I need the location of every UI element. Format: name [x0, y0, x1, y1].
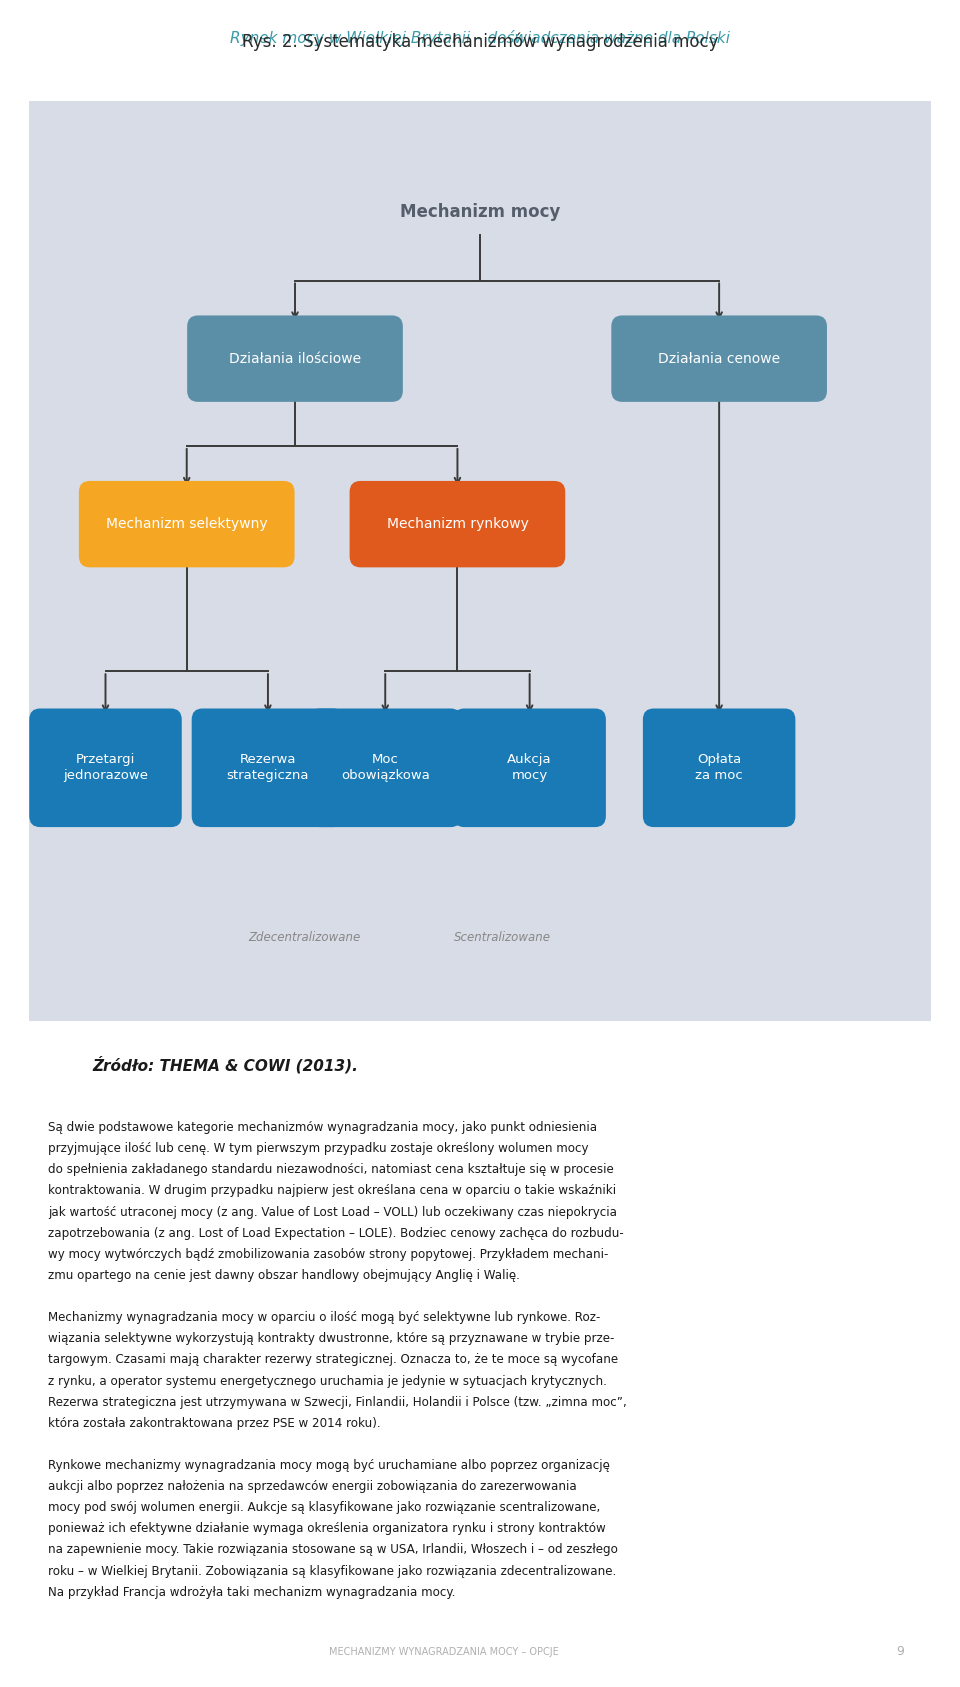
- Text: Rynkowe mechanizmy wynagradzania mocy mogą być uruchamiane albo poprzez organiza: Rynkowe mechanizmy wynagradzania mocy mo…: [48, 1459, 610, 1473]
- Text: na zapewnienie mocy. Takie rozwiązania stosowane są w USA, Irlandii, Włoszech i : na zapewnienie mocy. Takie rozwiązania s…: [48, 1544, 618, 1557]
- Text: Działania ilościowe: Działania ilościowe: [228, 351, 361, 366]
- FancyBboxPatch shape: [79, 481, 295, 567]
- Text: mocy pod swój wolumen energii. Aukcje są klasyfikowane jako rozwiązanie scentral: mocy pod swój wolumen energii. Aukcje są…: [48, 1501, 600, 1515]
- FancyBboxPatch shape: [349, 481, 565, 567]
- Text: która została zakontraktowana przez PSE w 2014 roku).: która została zakontraktowana przez PSE …: [48, 1417, 380, 1431]
- Text: zapotrzebowania (z ang. Lost of Load Expectation – LOLE). Bodziec cenowy zachęca: zapotrzebowania (z ang. Lost of Load Exp…: [48, 1226, 624, 1240]
- Text: do spełnienia zakładanego standardu niezawodności, natomiast cena kształtuje się: do spełnienia zakładanego standardu niez…: [48, 1164, 613, 1176]
- Text: Moc
obowiązkowa: Moc obowiązkowa: [341, 754, 430, 783]
- Text: Rynek mocy w Wielkiej Brytanii – doświadczenia ważne dla Polski: Rynek mocy w Wielkiej Brytanii – doświad…: [230, 30, 730, 46]
- Text: przyjmujące ilość lub cenę. W tym pierwszym przypadku zostaje określony wolumen : przyjmujące ilość lub cenę. W tym pierws…: [48, 1142, 588, 1156]
- Text: roku – w Wielkiej Brytanii. Zobowiązania są klasyfikowane jako rozwiązania zdece: roku – w Wielkiej Brytanii. Zobowiązania…: [48, 1564, 616, 1577]
- Text: Opłata
za moc: Opłata za moc: [695, 754, 743, 783]
- Text: z rynku, a operator systemu energetycznego uruchamia je jedynie w sytuacjach kry: z rynku, a operator systemu energetyczne…: [48, 1375, 607, 1387]
- FancyBboxPatch shape: [453, 709, 606, 827]
- Text: jak wartość utraconej mocy (z ang. Value of Lost Load – VOLL) lub oczekiwany cza: jak wartość utraconej mocy (z ang. Value…: [48, 1206, 617, 1218]
- Text: Mechanizmy wynagradzania mocy w oparciu o ilość mogą być selektywne lub rynkowe.: Mechanizmy wynagradzania mocy w oparciu …: [48, 1311, 600, 1324]
- Text: zmu opartego na cenie jest dawny obszar handlowy obejmujący Anglię i Walię.: zmu opartego na cenie jest dawny obszar …: [48, 1269, 520, 1282]
- Text: targowym. Czasami mają charakter rezerwy strategicznej. Oznacza to, że te moce s: targowym. Czasami mają charakter rezerwy…: [48, 1353, 618, 1366]
- Text: Na przykład Francja wdrożyła taki mechanizm wynagradzania mocy.: Na przykład Francja wdrożyła taki mechan…: [48, 1586, 455, 1599]
- FancyBboxPatch shape: [192, 709, 345, 827]
- Text: Mechanizm mocy: Mechanizm mocy: [399, 202, 561, 221]
- FancyBboxPatch shape: [643, 709, 796, 827]
- Text: 9: 9: [897, 1645, 904, 1658]
- Text: Rys. 2. Systematyka mechanizmów wynagrodzenia mocy: Rys. 2. Systematyka mechanizmów wynagrod…: [242, 32, 718, 51]
- Text: kontraktowania. W drugim przypadku najpierw jest określana cena w oparciu o taki: kontraktowania. W drugim przypadku najpi…: [48, 1184, 616, 1198]
- Text: Scentralizowane: Scentralizowane: [454, 931, 551, 945]
- Text: Źródło: THEMA & COWI (2013).: Źródło: THEMA & COWI (2013).: [92, 1056, 358, 1073]
- FancyBboxPatch shape: [29, 101, 931, 1021]
- Text: Rezerwa
strategiczna: Rezerwa strategiczna: [227, 754, 309, 783]
- Text: wy mocy wytwórczych bądź zmobilizowania zasobów strony popytowej. Przykładem mec: wy mocy wytwórczych bądź zmobilizowania …: [48, 1248, 609, 1260]
- Text: Działania cenowe: Działania cenowe: [658, 351, 780, 366]
- Text: Mechanizm selektywny: Mechanizm selektywny: [106, 518, 268, 531]
- FancyBboxPatch shape: [29, 709, 181, 827]
- Text: aukcji albo poprzez nałożenia na sprzedawców energii zobowiązania do zarezerwowa: aukcji albo poprzez nałożenia na sprzeda…: [48, 1479, 577, 1493]
- FancyBboxPatch shape: [309, 709, 462, 827]
- Text: Aukcja
mocy: Aukcja mocy: [507, 754, 552, 783]
- Text: Rezerwa strategiczna jest utrzymywana w Szwecji, Finlandii, Holandii i Polsce (t: Rezerwa strategiczna jest utrzymywana w …: [48, 1395, 627, 1409]
- Text: wiązania selektywne wykorzystują kontrakty dwustronne, które są przyznawane w tr: wiązania selektywne wykorzystują kontrak…: [48, 1333, 614, 1345]
- Text: Są dwie podstawowe kategorie mechanizmów wynagradzania mocy, jako punkt odniesie: Są dwie podstawowe kategorie mechanizmów…: [48, 1122, 597, 1134]
- Text: ponieważ ich efektywne działanie wymaga określenia organizatora rynku i strony k: ponieważ ich efektywne działanie wymaga …: [48, 1522, 606, 1535]
- Text: Mechanizm rynkowy: Mechanizm rynkowy: [387, 518, 528, 531]
- Text: Przetargi
jednorazowe: Przetargi jednorazowe: [63, 754, 148, 783]
- Text: Zdecentralizowane: Zdecentralizowane: [248, 931, 360, 945]
- Text: MECHANIZMY WYNAGRADZANIA MOCY – OPCJE: MECHANIZMY WYNAGRADZANIA MOCY – OPCJE: [329, 1647, 559, 1657]
- FancyBboxPatch shape: [187, 315, 403, 402]
- FancyBboxPatch shape: [612, 315, 827, 402]
